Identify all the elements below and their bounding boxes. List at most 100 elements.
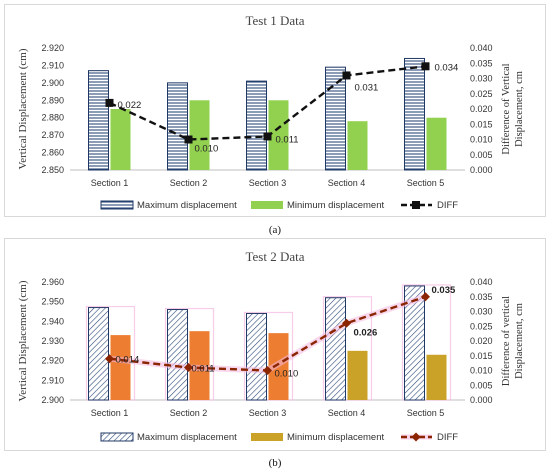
diff-data-label: 0.010: [275, 369, 299, 380]
bar-minimum-displacement: [426, 117, 447, 170]
x-tick-label: Section 2: [170, 408, 208, 418]
y2-tick-label: 0.025: [470, 89, 493, 99]
bar-minimum-displacement: [189, 100, 210, 170]
x-tick-label: Section 1: [91, 408, 129, 418]
x-tick-label: Section 4: [328, 178, 366, 188]
x-tick-label: Section 1: [91, 178, 129, 188]
legend-label-maximum: Maximum displacement: [137, 432, 237, 443]
y-tick-label: 2.900: [41, 78, 64, 88]
x-tick-label: Section 3: [249, 408, 287, 418]
panel-b-caption: (b): [269, 457, 282, 469]
diff-data-label: 0.035: [432, 285, 456, 296]
y2-tick-label: 0.030: [470, 74, 493, 84]
legend-swatch-maximum: [100, 432, 134, 442]
diff-marker: [184, 363, 193, 373]
x-tick-label: Section 3: [249, 178, 287, 188]
panel-b-plot: 2.900 2.910 2.920 2.930 2.940 2.950 2.960 0.000…: [17, 277, 525, 443]
diff-data-label: 0.034: [435, 62, 459, 73]
bar-maximum-displacement: [404, 285, 425, 401]
bar-maximum-displacement: [246, 312, 267, 401]
y2-tick-label: 0.010: [470, 366, 493, 376]
y2-tick-label: 0.030: [470, 307, 493, 317]
bar-minimum-displacement: [110, 109, 131, 170]
diff-data-label: 0.014: [116, 355, 140, 366]
y-tick-label: 2.860: [41, 148, 64, 158]
x-tick-label: Section 5: [407, 408, 445, 418]
y-axis-label: Vertical Displacement (cm): [17, 48, 29, 169]
y-tick-label: 2.870: [41, 130, 64, 140]
diff-data-label: 0.011: [276, 134, 299, 145]
diff-marker: [105, 98, 114, 107]
bar-maximum-displacement: [167, 82, 188, 171]
legend-label-minimum: Minimum displacement: [287, 432, 385, 443]
x-tick-label: Section 4: [328, 408, 366, 418]
bar-minimum-displacement: [347, 121, 368, 170]
y2-tick-label: 0.010: [470, 135, 493, 145]
bar-minimum-displacement: [347, 350, 368, 400]
bar-maximum-displacement: [404, 57, 425, 171]
bar-maximum-displacement: [88, 70, 109, 171]
y2-tick-label: 0.000: [470, 395, 493, 405]
y2-axis-label-line2: Displacement, cm: [514, 303, 525, 379]
panel-a-title: Test 1 Data: [245, 13, 304, 28]
diff-marker: [263, 132, 272, 141]
y-tick-label: 2.910: [41, 60, 64, 70]
y-tick-label: 2.880: [41, 113, 64, 123]
diff-data-label: 0.022: [118, 100, 142, 111]
y2-axis-label-line2: Displacement, cm: [514, 71, 525, 147]
diff-data-label: 0.031: [355, 82, 379, 93]
y-tick-label: 2.930: [41, 336, 64, 346]
diff-data-label: 0.010: [195, 144, 219, 155]
diff-data-label: 0.026: [354, 327, 378, 338]
x-tick-label: Section 2: [170, 178, 208, 188]
bar-maximum-displacement: [88, 307, 109, 401]
legend-label-minimum: Minimum displacement: [287, 200, 385, 211]
y-tick-label: 2.890: [41, 95, 64, 105]
y-tick-label: 2.910: [41, 375, 64, 385]
y-tick-label: 2.950: [41, 297, 64, 307]
legend-swatch-minimum: [251, 201, 283, 209]
y-tick-label: 2.920: [41, 43, 64, 53]
diff-marker: [421, 62, 430, 71]
legend-swatch-maximum: [100, 200, 134, 210]
y2-tick-label: 0.005: [470, 150, 493, 160]
panel-b-title: Test 2 Data: [245, 249, 304, 264]
y-axis-label: Vertical Displacement (cm): [17, 280, 29, 401]
bar-maximum-displacement: [325, 66, 346, 171]
y2-tick-label: 0.020: [470, 104, 493, 114]
y2-tick-label: 0.025: [470, 321, 493, 331]
y2-tick-label: 0.035: [470, 58, 493, 68]
bar-minimum-displacement: [426, 354, 447, 400]
bar-maximum-displacement: [325, 297, 346, 401]
y2-tick-label: 0.000: [470, 165, 493, 175]
y-tick-label: 2.960: [41, 277, 64, 287]
y2-tick-label: 0.015: [470, 351, 493, 361]
y-tick-label: 2.850: [41, 165, 64, 175]
diff-marker: [421, 292, 430, 302]
bar-maximum-displacement: [167, 309, 188, 401]
bar-minimum-displacement: [268, 100, 289, 170]
y2-tick-label: 0.040: [470, 43, 493, 53]
diff-marker: [105, 354, 114, 364]
y-tick-label: 2.920: [41, 356, 64, 366]
y2-tick-label: 0.005: [470, 380, 493, 390]
panel-a-caption: (a): [269, 224, 282, 236]
diff-marker: [342, 71, 351, 80]
legend: Maximum displacement Minimum displacement…: [100, 200, 458, 211]
y-tick-label: 2.900: [41, 395, 64, 405]
legend-marker-diff: [412, 201, 420, 209]
diff-marker: [263, 366, 272, 375]
legend-marker-diff: [411, 432, 421, 442]
y2-tick-label: 0.035: [470, 292, 493, 302]
bar-minimum-displacement: [110, 335, 131, 400]
legend-swatch-minimum: [251, 433, 283, 441]
x-tick-label: Section 5: [407, 178, 445, 188]
y2-axis-label-line1: Difference of vertical: [501, 296, 512, 386]
panel-a-plot: 2.850 2.860 2.870 2.880 2.890 2.900 2.910 2.920…: [17, 43, 525, 211]
y2-tick-label: 0.020: [470, 336, 493, 346]
legend-label-diff: DIFF: [437, 432, 458, 443]
legend-label-maximum: Maximum displacement: [137, 200, 237, 211]
bar-maximum-displacement: [246, 80, 267, 171]
diff-data-label: 0.011: [192, 364, 215, 375]
